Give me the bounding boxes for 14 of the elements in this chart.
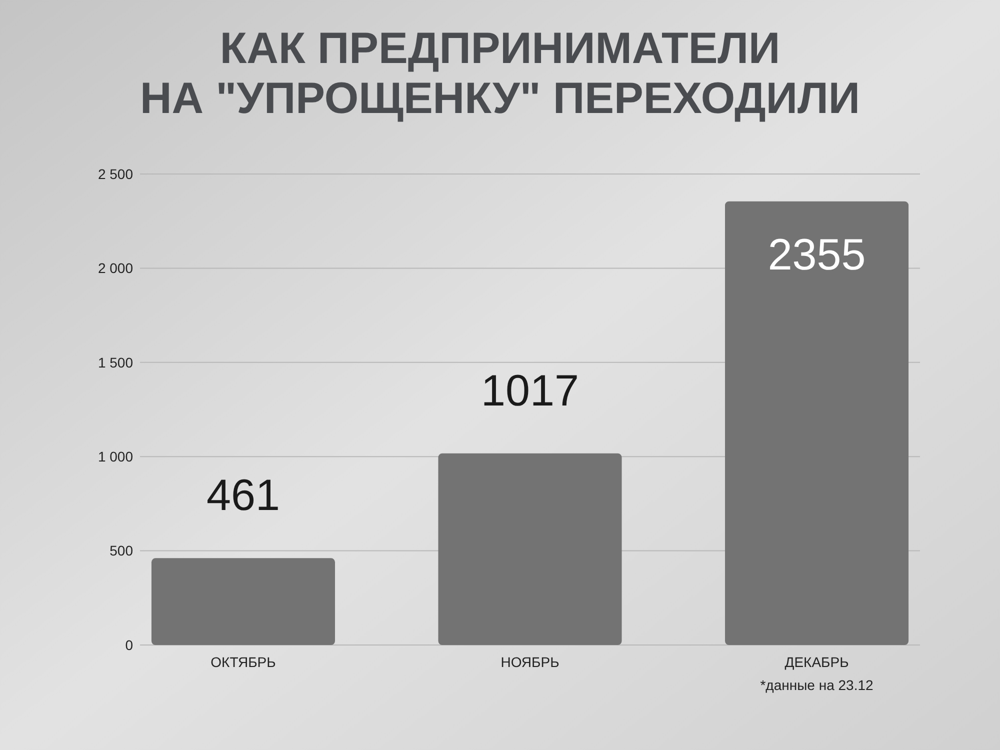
x-tick-label: ДЕКАБРЬ (784, 654, 849, 670)
y-tick-label: 1 500 (98, 354, 134, 370)
y-tick-label: 2 000 (98, 260, 134, 276)
y-tick-label: 1 000 (98, 448, 134, 464)
data-label: 461 (206, 471, 280, 520)
x-tick-label: ОКТЯБРЬ (210, 654, 276, 670)
chart-title: КАК ПРЕДПРИНИМАТЕЛИ НА "УПРОЩЕНКУ" ПЕРЕХОДИЛИ (140, 24, 860, 123)
y-tick-label: 500 (110, 542, 134, 559)
x-tick-label: НОЯБРЬ (500, 654, 560, 670)
y-tick-label: 2 500 (98, 166, 134, 182)
data-label: 1017 (481, 366, 579, 416)
text: *данные на 23.12 (760, 677, 874, 693)
data-label: 2355 (768, 230, 866, 280)
y-tick-label: 0 (125, 636, 134, 653)
